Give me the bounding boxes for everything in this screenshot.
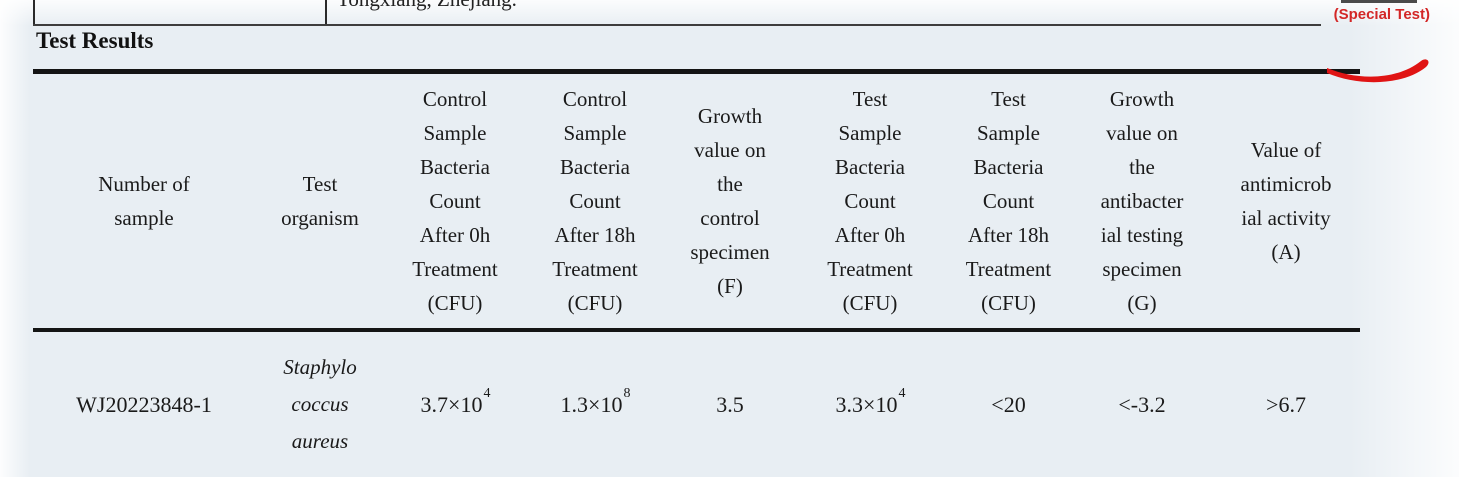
table-header-separator bbox=[33, 328, 1360, 332]
value-base: 3.7×10 bbox=[420, 391, 483, 417]
value-exponent: 4 bbox=[898, 385, 906, 401]
value-base: 3.3×10 bbox=[835, 391, 898, 417]
value-exponent: 4 bbox=[483, 385, 491, 401]
red-stamp-arc bbox=[1327, 59, 1429, 83]
cell-growth-value-f: 3.5 bbox=[716, 391, 744, 417]
column-header-growth-value-f: Growth value on the control specimen (F) bbox=[690, 104, 770, 298]
column-header-number-of-sample: Number of sample bbox=[98, 172, 190, 230]
cell-sample-number: WJ20223848-1 bbox=[76, 391, 212, 417]
column-header-growth-value-g: Growth value on the antibacter ial testi… bbox=[1100, 87, 1184, 315]
upper-table-left-border bbox=[33, 0, 35, 25]
special-test-label: (Special Test) bbox=[1333, 6, 1430, 23]
cell-test-count-18h: <20 bbox=[991, 391, 1026, 417]
table-top-border bbox=[33, 69, 1360, 74]
cell-control-count-0h: 3.7×104 bbox=[385, 386, 525, 418]
column-header-control-count-0h: Control Sample Bacteria Count After 0h T… bbox=[412, 87, 498, 315]
table-header-row: Number of sample Test organism Control S… bbox=[33, 74, 1360, 328]
upper-table-partial-cell: Tongxiang, Zhejiang. bbox=[337, 0, 1037, 23]
table-row: WJ20223848-1 Staphylo coccus aureus 3.7×… bbox=[33, 332, 1360, 477]
value-base: 1.3×10 bbox=[560, 391, 623, 417]
cell-antimicrobial-activity-a: >6.7 bbox=[1266, 391, 1306, 417]
cell-test-organism: Staphylo coccus aureus bbox=[283, 355, 357, 453]
cropped-element-fragment bbox=[1341, 0, 1417, 3]
cell-test-count-0h: 3.3×104 bbox=[795, 386, 945, 418]
upper-table-bottom-border bbox=[33, 24, 1321, 26]
cell-growth-value-g: <-3.2 bbox=[1118, 391, 1166, 417]
upper-table-column-divider bbox=[325, 0, 327, 26]
cell-control-count-18h: 1.3×108 bbox=[525, 386, 665, 418]
column-header-antimicrobial-activity-a: Value of antimicrob ial activity (A) bbox=[1240, 138, 1332, 264]
column-header-test-count-18h: Test Sample Bacteria Count After 18h Tre… bbox=[965, 87, 1052, 315]
column-header-test-organism: Test organism bbox=[281, 172, 359, 230]
value-exponent: 8 bbox=[623, 385, 631, 401]
partial-cell-text: Tongxiang, Zhejiang. bbox=[337, 0, 517, 12]
column-header-test-count-0h: Test Sample Bacteria Count After 0h Trea… bbox=[827, 87, 913, 315]
section-title: Test Results bbox=[36, 28, 154, 53]
column-header-control-count-18h: Control Sample Bacteria Count After 18h … bbox=[552, 87, 638, 315]
